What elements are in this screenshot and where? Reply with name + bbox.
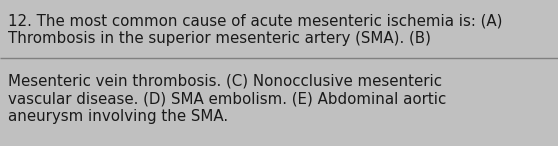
- Text: 12. The most common cause of acute mesenteric ischemia is: (A): 12. The most common cause of acute mesen…: [8, 13, 503, 28]
- Text: vascular disease. (D) SMA embolism. (E) Abdominal aortic: vascular disease. (D) SMA embolism. (E) …: [8, 91, 446, 106]
- Text: Thrombosis in the superior mesenteric artery (SMA). (B): Thrombosis in the superior mesenteric ar…: [8, 31, 431, 46]
- Text: Mesenteric vein thrombosis. (C) Nonocclusive mesenteric: Mesenteric vein thrombosis. (C) Nonocclu…: [8, 73, 442, 88]
- Text: aneurysm involving the SMA.: aneurysm involving the SMA.: [8, 109, 228, 124]
